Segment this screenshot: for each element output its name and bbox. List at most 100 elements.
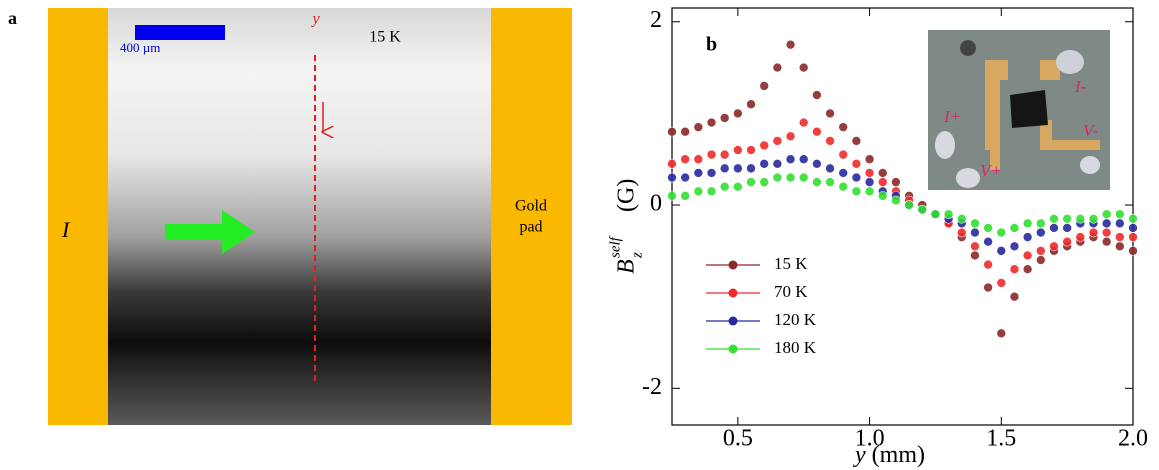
data-point: [864, 186, 875, 197]
data-point: [943, 209, 954, 220]
data-point: [733, 181, 743, 192]
data-point: [719, 113, 730, 123]
y-tick-label: -2: [642, 374, 662, 400]
legend-marker: [728, 288, 738, 298]
data-point: [1022, 264, 1033, 274]
data-point: [970, 218, 980, 229]
data-point: [706, 186, 717, 197]
data-point: [719, 149, 730, 160]
micrograph: [48, 8, 572, 425]
data-point: [983, 223, 993, 233]
data-point: [1101, 227, 1112, 238]
data-point: [667, 191, 677, 201]
data-point: [996, 227, 1007, 238]
data-point: [733, 163, 743, 174]
pad-label: pad: [519, 219, 542, 236]
data-point: [825, 136, 835, 146]
data-point: [733, 145, 743, 155]
inset-label: V-: [1083, 121, 1098, 140]
data-point: [1009, 223, 1020, 233]
data-point: [825, 163, 835, 174]
data-point: [785, 39, 796, 50]
data-point: [1022, 218, 1033, 229]
data-point: [851, 159, 862, 169]
data-point: [785, 154, 796, 165]
data-point: [1009, 291, 1020, 302]
data-point: [785, 131, 796, 142]
data-point: [759, 81, 770, 91]
data-point: [812, 159, 822, 169]
scale-bar: [135, 25, 225, 40]
data-point: [785, 172, 796, 183]
data-point: [667, 126, 677, 137]
data-point: [1128, 246, 1138, 256]
data-point: [719, 163, 730, 174]
data-point: [1022, 232, 1033, 242]
data-point: [838, 149, 849, 160]
data-point: [1115, 241, 1125, 252]
data-point: [706, 149, 717, 160]
inset-photo: [928, 30, 1110, 190]
legend-label: 70 K: [774, 282, 808, 301]
data-point: [693, 154, 704, 165]
panel-label: a: [8, 8, 17, 28]
data-point: [798, 154, 809, 165]
data-point: [812, 126, 822, 137]
data-point: [996, 246, 1007, 256]
y-label-sup: self: [607, 235, 623, 258]
data-point: [877, 191, 888, 201]
data-point: [877, 168, 888, 178]
data-point: [706, 168, 717, 178]
data-point: [1128, 213, 1138, 224]
legend-marker: [728, 260, 738, 270]
data-point: [1075, 232, 1086, 242]
data-point: [1036, 246, 1046, 256]
data-point: [838, 168, 849, 178]
data-point: [983, 259, 993, 270]
data-point: [996, 328, 1007, 339]
legend-marker: [728, 316, 738, 326]
data-point: [772, 136, 783, 146]
data-point: [1049, 241, 1059, 252]
data-point: [812, 90, 822, 100]
data-point: [1009, 264, 1020, 274]
data-point: [838, 122, 849, 132]
data-point: [1036, 218, 1046, 229]
data-point: [956, 227, 967, 238]
legend-label: 180 K: [774, 338, 817, 357]
gold-pad: [491, 8, 572, 425]
data-point: [891, 195, 901, 206]
data-point: [798, 62, 809, 73]
data-point: [1009, 241, 1020, 252]
data-point: [1022, 250, 1033, 261]
data-point: [812, 177, 822, 187]
data-point: [1062, 213, 1072, 224]
pad-label: Gold: [515, 198, 547, 215]
data-point: [891, 177, 901, 187]
data-point: [904, 200, 914, 210]
data-point: [1075, 213, 1086, 224]
data-point: [1062, 236, 1072, 247]
axis-label: y: [310, 11, 320, 28]
inset-label: V+: [980, 161, 1002, 180]
y-tick-label: 2: [650, 7, 662, 33]
x-tick-label: 2.0: [1118, 426, 1148, 452]
data-point: [1128, 232, 1138, 242]
data-point: [667, 172, 677, 183]
data-point: [864, 168, 875, 178]
panel-label: b: [706, 34, 717, 56]
data-point: [825, 108, 835, 119]
data-point: [706, 117, 717, 128]
data-point: [877, 177, 888, 187]
data-point: [680, 172, 690, 183]
data-point: [996, 278, 1007, 288]
data-point: [1128, 223, 1138, 233]
data-point: [970, 250, 980, 261]
data-point: [719, 181, 730, 192]
data-point: [1101, 218, 1112, 229]
data-point: [1115, 209, 1125, 220]
data-point: [917, 204, 928, 215]
data-point: [746, 163, 756, 174]
data-point: [746, 145, 756, 155]
